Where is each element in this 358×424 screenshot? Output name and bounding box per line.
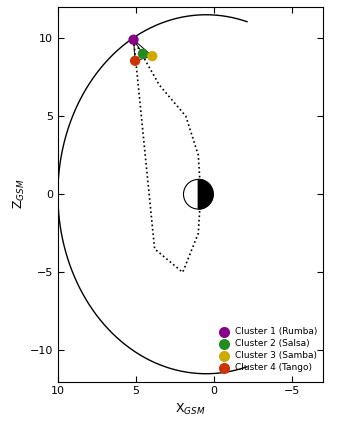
Y-axis label: Z$_{GSM}$: Z$_{GSM}$	[12, 179, 27, 209]
Polygon shape	[198, 179, 213, 209]
Legend: Cluster 1 (Rumba), Cluster 2 (Salsa), Cluster 3 (Samba), Cluster 4 (Tango): Cluster 1 (Rumba), Cluster 2 (Salsa), Cl…	[214, 326, 319, 373]
Point	[140, 50, 146, 57]
Point	[132, 57, 138, 64]
X-axis label: X$_{GSM}$: X$_{GSM}$	[175, 402, 206, 417]
Polygon shape	[184, 179, 198, 209]
Point	[131, 36, 136, 43]
Point	[149, 53, 155, 59]
